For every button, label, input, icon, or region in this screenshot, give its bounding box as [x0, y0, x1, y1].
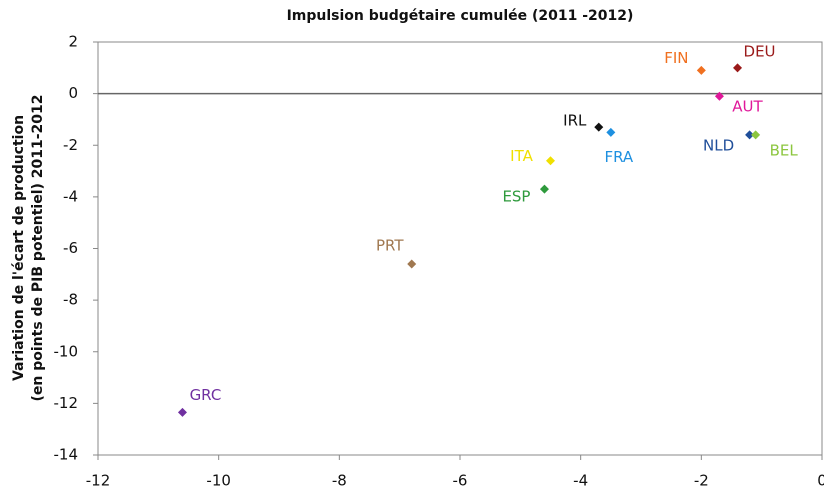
point-label: PRT — [376, 236, 404, 254]
x-tick-label: 0 — [817, 472, 824, 490]
point-label: NLD — [703, 136, 734, 154]
x-tick-label: -8 — [332, 472, 347, 490]
y-tick-label: 0 — [68, 84, 78, 102]
y-tick-label: -14 — [54, 446, 79, 464]
point — [745, 130, 755, 140]
point — [733, 63, 743, 73]
y-tick-label: -10 — [54, 342, 79, 360]
y-tick-label: -12 — [54, 394, 79, 412]
point-label: FIN — [664, 49, 688, 67]
point — [696, 65, 706, 75]
x-tick-label: -2 — [694, 472, 709, 490]
point — [606, 127, 616, 137]
y-tick-label: -2 — [63, 136, 78, 154]
point — [539, 184, 549, 194]
point-label: BEL — [770, 141, 799, 159]
point — [407, 259, 417, 269]
y-tick-label: -6 — [63, 239, 78, 257]
point-label: IRL — [563, 112, 587, 130]
point-label: FRA — [604, 148, 633, 166]
chart-title: Impulsion budgétaire cumulée (2011 -2012… — [287, 8, 634, 24]
y-axis-title-line: Variation de l'écart de production — [11, 115, 27, 381]
x-tick-label: -4 — [573, 472, 588, 490]
point-label: GRC — [190, 386, 222, 404]
point-label: ESP — [502, 188, 530, 206]
x-tick-label: -12 — [86, 472, 111, 490]
y-tick-label: 2 — [68, 33, 78, 51]
point — [751, 130, 761, 140]
y-axis-title-line: (en points de PIB potentiel) 2011-2012 — [30, 94, 46, 401]
point — [177, 407, 187, 417]
x-tick-label: -10 — [206, 472, 231, 490]
point — [546, 156, 555, 166]
y-tick-label: -4 — [63, 187, 78, 205]
point-label: DEU — [744, 42, 776, 60]
point — [594, 122, 604, 132]
y-axis-title: Variation de l'écart de production (en p… — [11, 94, 46, 401]
point-label: ITA — [510, 147, 533, 165]
point-label: AUT — [732, 98, 763, 116]
y-tick-label: -8 — [63, 291, 78, 309]
x-tick-label: -6 — [453, 472, 468, 490]
point — [714, 91, 724, 101]
